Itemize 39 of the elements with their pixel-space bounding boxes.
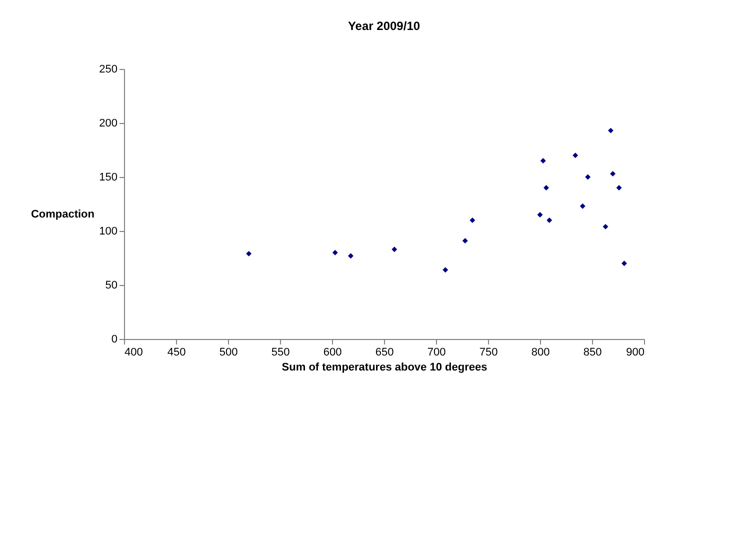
point	[470, 217, 476, 223]
x-tick-label: 550	[271, 346, 290, 358]
point	[622, 260, 627, 266]
point	[572, 152, 578, 158]
y-tick-label: 100	[99, 226, 118, 238]
x-tick-label: 450	[167, 346, 186, 358]
point	[392, 246, 398, 252]
point	[546, 217, 552, 223]
x-tick-label: 500	[219, 346, 238, 358]
y-tick-label: 0	[111, 334, 118, 346]
point	[462, 238, 468, 244]
x-tick-label: 800	[531, 346, 550, 358]
point	[537, 212, 543, 218]
point	[348, 253, 354, 259]
point	[332, 250, 338, 256]
x-tick-label: 650	[375, 346, 394, 358]
point	[608, 128, 614, 134]
y-tick-label: 200	[99, 118, 118, 130]
x-tick-label: 700	[427, 346, 446, 358]
point	[540, 158, 546, 164]
chart-title: Year 2009/10	[348, 19, 420, 33]
point	[246, 250, 252, 256]
point	[610, 171, 616, 176]
x-axis-title: Sum of temperatures above 10 degrees	[282, 362, 488, 374]
y-tick-label: 50	[105, 280, 118, 292]
x-tick-label: 750	[479, 346, 498, 358]
x-tick-label: 600	[323, 346, 342, 358]
point	[616, 185, 622, 191]
point	[580, 203, 586, 209]
x-tick-label: 400	[124, 346, 143, 358]
point	[544, 185, 549, 191]
y-tick-label: 250	[99, 64, 118, 76]
point	[585, 174, 591, 180]
point	[442, 267, 448, 273]
point	[602, 224, 608, 230]
y-tick-label: 150	[99, 172, 118, 184]
y-axis-title: Compaction	[30, 208, 95, 220]
x-tick-label: 850	[583, 346, 602, 358]
x-tick-label: 900	[626, 346, 644, 358]
